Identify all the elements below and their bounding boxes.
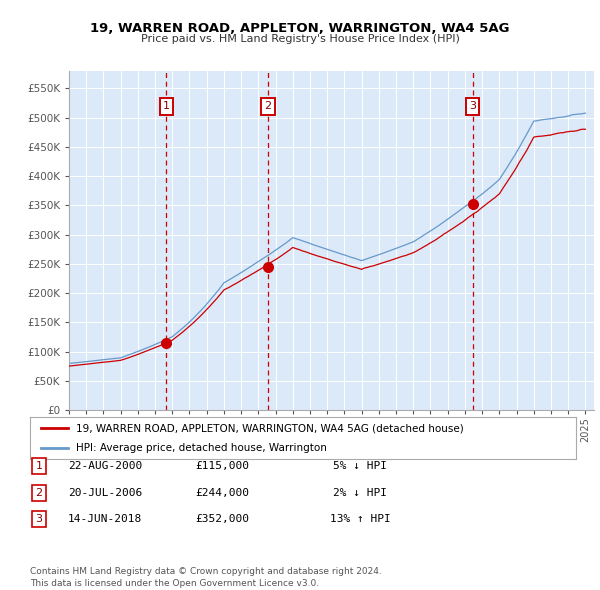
Text: 5% ↓ HPI: 5% ↓ HPI <box>333 461 387 471</box>
Text: 14-JUN-2018: 14-JUN-2018 <box>68 514 142 524</box>
Text: HPI: Average price, detached house, Warrington: HPI: Average price, detached house, Warr… <box>76 444 327 453</box>
Text: 3: 3 <box>35 514 43 524</box>
Text: 2: 2 <box>35 488 43 497</box>
Text: 19, WARREN ROAD, APPLETON, WARRINGTON, WA4 5AG: 19, WARREN ROAD, APPLETON, WARRINGTON, W… <box>90 22 510 35</box>
Text: 3: 3 <box>469 101 476 112</box>
Text: 2% ↓ HPI: 2% ↓ HPI <box>333 488 387 497</box>
Text: £115,000: £115,000 <box>195 461 249 471</box>
Text: Price paid vs. HM Land Registry's House Price Index (HPI): Price paid vs. HM Land Registry's House … <box>140 34 460 44</box>
Text: 20-JUL-2006: 20-JUL-2006 <box>68 488 142 497</box>
Text: £352,000: £352,000 <box>195 514 249 524</box>
Text: 13% ↑ HPI: 13% ↑ HPI <box>329 514 391 524</box>
Text: 19, WARREN ROAD, APPLETON, WARRINGTON, WA4 5AG (detached house): 19, WARREN ROAD, APPLETON, WARRINGTON, W… <box>76 424 464 434</box>
Text: 1: 1 <box>163 101 170 112</box>
Text: 22-AUG-2000: 22-AUG-2000 <box>68 461 142 471</box>
Text: 2: 2 <box>265 101 271 112</box>
Text: Contains HM Land Registry data © Crown copyright and database right 2024.
This d: Contains HM Land Registry data © Crown c… <box>30 568 382 588</box>
Text: £244,000: £244,000 <box>195 488 249 497</box>
Text: 1: 1 <box>35 461 43 471</box>
